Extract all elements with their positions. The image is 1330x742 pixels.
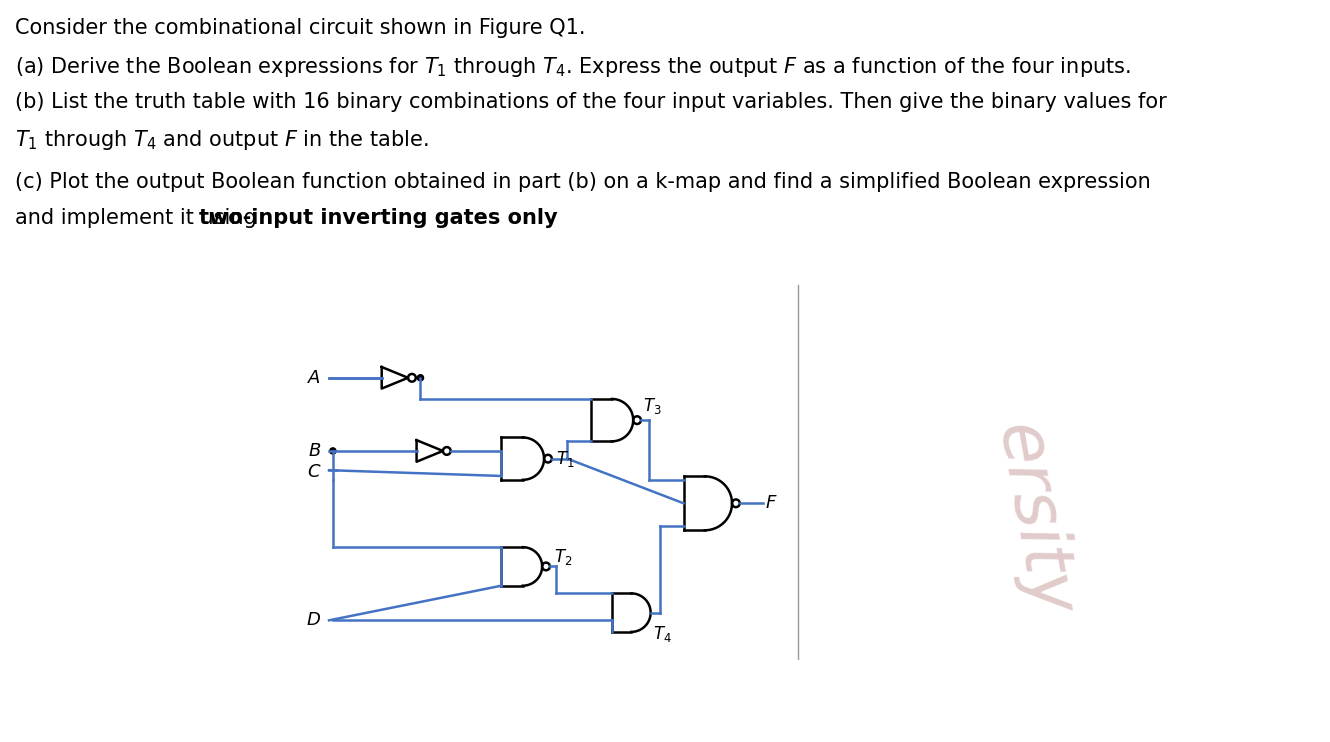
Text: (b) List the truth table with 16 binary combinations of the four input variables: (b) List the truth table with 16 binary … (15, 92, 1166, 112)
Text: Consider the combinational circuit shown in Figure Q1.: Consider the combinational circuit shown… (15, 18, 585, 38)
Text: $T_4$: $T_4$ (653, 624, 672, 644)
Text: (a) Derive the Boolean expressions for $T_1$ through $T_4$. Express the output $: (a) Derive the Boolean expressions for $… (15, 55, 1130, 79)
Text: $T_1$ through $T_4$ and output $F$ in the table.: $T_1$ through $T_4$ and output $F$ in th… (15, 128, 428, 152)
Text: $B$: $B$ (309, 442, 322, 460)
Text: $C$: $C$ (307, 463, 322, 481)
Text: $T_3$: $T_3$ (644, 396, 662, 416)
Text: $A$: $A$ (307, 369, 322, 387)
Text: $T_1$: $T_1$ (556, 449, 575, 469)
Circle shape (418, 375, 423, 381)
Text: $D$: $D$ (306, 611, 322, 629)
Text: $F$: $F$ (765, 494, 778, 512)
Text: $T_2$: $T_2$ (553, 547, 572, 567)
Text: two-input inverting gates only: two-input inverting gates only (200, 208, 557, 228)
Text: (c) Plot the output Boolean function obtained in part (b) on a k-map and find a : (c) Plot the output Boolean function obt… (15, 172, 1150, 192)
Circle shape (330, 448, 336, 454)
Text: .: . (465, 208, 472, 228)
Text: and implement it using: and implement it using (15, 208, 263, 228)
Text: ersity: ersity (984, 418, 1084, 623)
